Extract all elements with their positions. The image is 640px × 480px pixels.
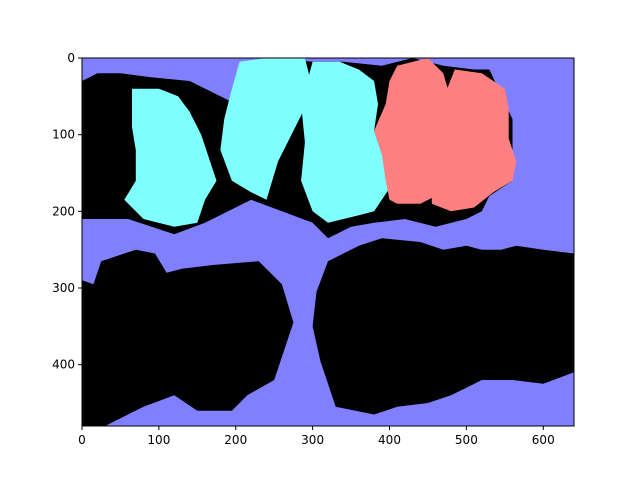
plot-area [81, 57, 575, 427]
mask-regions [82, 58, 574, 426]
axes-frame [81, 57, 575, 427]
y-axis: 0 100 200 300 400 [52, 51, 82, 372]
y-tick-label: 200 [52, 204, 75, 218]
x-tick-label: 600 [532, 433, 555, 447]
y-tick-label: 400 [52, 358, 75, 372]
x-axis: 0 100 200 300 400 500 600 [78, 426, 555, 447]
shadow-2 [312, 238, 574, 415]
x-tick-label: 300 [301, 433, 324, 447]
cyan-region-4 [220, 58, 313, 200]
red-region-7 [431, 69, 517, 212]
x-tick-label: 200 [224, 433, 247, 447]
y-tick-label: 0 [67, 51, 75, 65]
x-tick-label: 400 [378, 433, 401, 447]
y-tick-label: 300 [52, 281, 75, 295]
shadow-1 [82, 249, 294, 426]
cyan-region-3 [124, 88, 217, 227]
x-tick-label: 0 [78, 433, 86, 447]
red-region-6 [374, 58, 463, 204]
cyan-region-5 [301, 61, 390, 223]
y-tick-label: 100 [52, 128, 75, 142]
x-tick-label: 100 [147, 433, 170, 447]
x-tick-label: 500 [455, 433, 478, 447]
